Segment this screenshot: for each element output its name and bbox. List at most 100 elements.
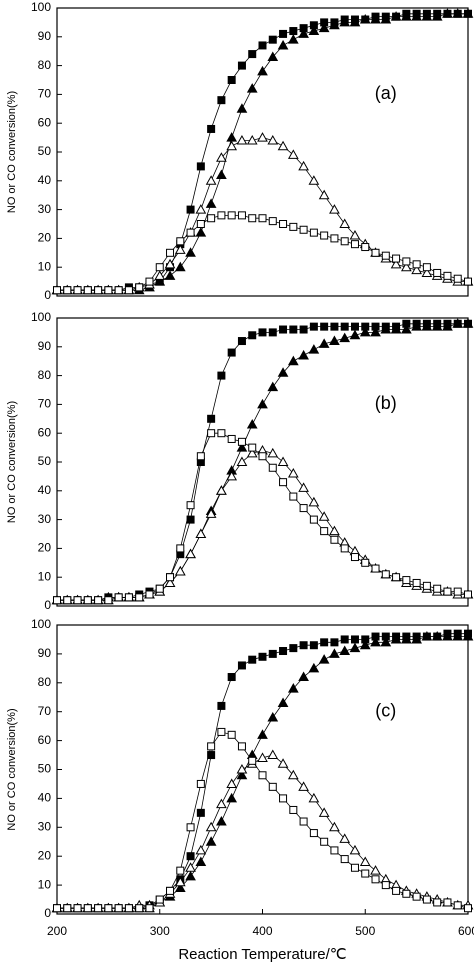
y-tick-label: 0: [44, 906, 51, 920]
x-tick-label: 400: [252, 924, 272, 938]
square-marker: [237, 337, 246, 346]
triangle-marker: [400, 11, 412, 21]
square-marker: [237, 661, 246, 670]
square-marker: [350, 635, 359, 644]
y-tick-label: 70: [38, 397, 52, 411]
triangle-marker: [339, 16, 351, 27]
square-marker: [155, 263, 164, 272]
square-marker: [350, 553, 359, 562]
y-tick-label: 30: [38, 512, 52, 526]
x-tick-label: 500: [355, 924, 375, 938]
square-marker: [227, 434, 236, 443]
square-marker: [279, 220, 288, 228]
series-line: [57, 13, 468, 291]
square-marker: [53, 596, 61, 605]
square-marker: [104, 596, 113, 605]
triangle-marker: [185, 870, 196, 881]
triangle-marker: [164, 577, 176, 587]
triangle-marker: [359, 14, 371, 24]
triangle-marker: [349, 844, 361, 855]
square-marker: [340, 544, 349, 553]
y-tick-label: 10: [38, 569, 52, 583]
triangle-marker: [339, 645, 351, 656]
y-tick-label: 10: [38, 259, 52, 273]
x-tick-label: 300: [150, 924, 170, 938]
triangle-marker: [370, 14, 381, 24]
triangle-marker: [349, 642, 361, 653]
triangle-marker: [308, 175, 320, 185]
triangle-marker: [380, 636, 392, 647]
triangle-marker: [339, 833, 351, 843]
square-marker: [217, 211, 226, 220]
series-line: [57, 323, 468, 601]
square-marker: [279, 478, 288, 487]
square-marker: [94, 904, 103, 913]
square-marker: [402, 257, 411, 266]
triangle-marker: [267, 749, 279, 760]
triangle-marker: [277, 140, 289, 151]
triangle-marker: [411, 11, 422, 21]
square-marker: [124, 286, 133, 295]
y-tick-label: 70: [38, 704, 52, 718]
y-axis-label: NO or CO conversion(%): [6, 708, 18, 830]
triangle-marker: [236, 103, 248, 113]
triangle-marker: [298, 28, 309, 38]
square-marker: [381, 251, 390, 260]
triangle-marker: [257, 65, 268, 76]
square-marker: [268, 649, 277, 658]
y-tick-label: 60: [38, 115, 52, 129]
triangle-marker: [318, 654, 330, 664]
square-marker: [453, 274, 462, 283]
triangle-marker: [318, 807, 330, 817]
square-marker: [289, 644, 298, 653]
square-marker: [104, 904, 113, 913]
square-marker: [94, 286, 103, 295]
square-marker: [381, 881, 390, 890]
square-marker: [114, 286, 123, 295]
square-marker: [258, 652, 267, 661]
triangle-marker: [236, 769, 248, 780]
triangle-marker: [298, 160, 309, 171]
triangle-marker: [329, 525, 340, 536]
triangle-marker: [226, 792, 238, 803]
square-marker: [83, 904, 92, 913]
triangle-marker: [349, 329, 361, 340]
triangle-marker: [236, 763, 248, 774]
square-marker: [248, 756, 257, 765]
square-marker: [114, 593, 123, 602]
square-marker: [299, 325, 308, 334]
square-marker: [289, 27, 298, 36]
square-marker: [104, 286, 113, 295]
square-marker: [320, 231, 329, 240]
square-marker: [309, 515, 318, 524]
square-marker: [155, 895, 164, 904]
y-axis-label: NO or CO conversion(%): [6, 401, 18, 523]
series-line: [57, 633, 468, 909]
square-marker: [186, 823, 195, 832]
square-marker: [320, 837, 329, 846]
square-marker: [381, 570, 390, 579]
triangle-marker: [226, 140, 238, 151]
triangle-marker: [390, 11, 402, 21]
square-marker: [309, 228, 318, 237]
triangle-marker: [205, 508, 217, 518]
triangle-marker: [298, 781, 309, 791]
y-tick-label: 10: [38, 877, 52, 891]
y-tick-label: 0: [44, 288, 51, 302]
square-marker: [330, 322, 339, 331]
triangle-marker: [216, 152, 227, 162]
triangle-marker: [431, 631, 443, 641]
triangle-marker: [226, 470, 238, 481]
square-marker: [371, 564, 380, 573]
triangle-marker: [308, 792, 320, 803]
triangle-marker: [452, 631, 464, 641]
square-marker: [371, 875, 380, 884]
triangle-marker: [462, 318, 474, 328]
triangle-marker: [216, 169, 227, 180]
y-axis-label: NO or CO conversion(%): [6, 91, 18, 213]
triangle-marker: [257, 752, 268, 762]
triangle-marker: [195, 528, 207, 538]
triangle-marker: [195, 844, 207, 855]
square-marker: [433, 268, 442, 277]
square-marker: [350, 863, 359, 872]
